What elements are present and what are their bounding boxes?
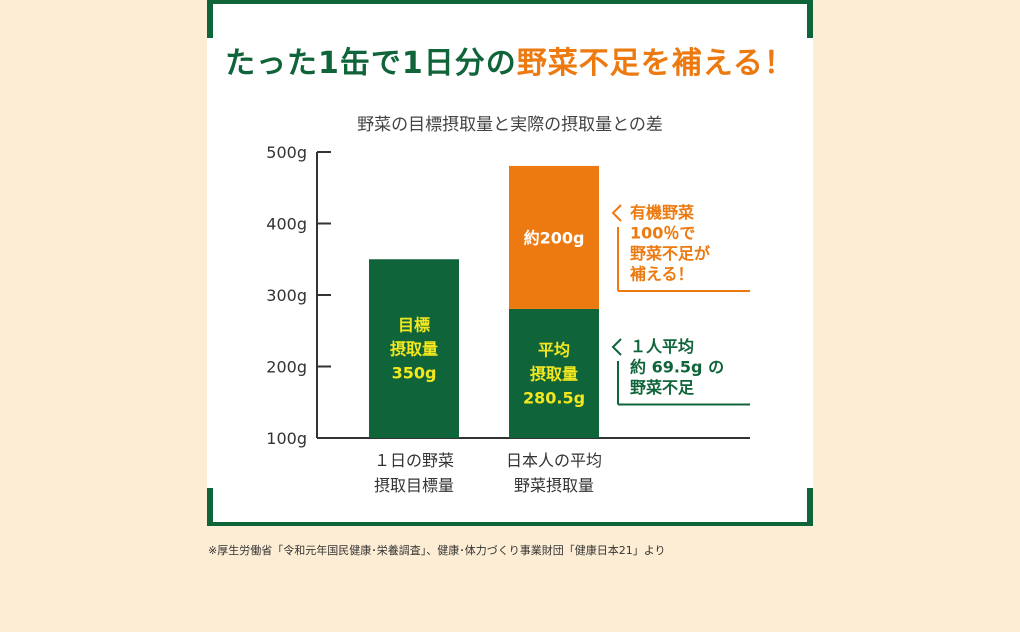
bar-1-label-1: 目標 xyxy=(398,316,430,335)
bar-chart: 100g200g300g400g500g目標摂取量350g平均摂取量280.5g… xyxy=(266,143,750,495)
bar-3 xyxy=(509,165,599,309)
annotation-1-line-3: 野菜不足が xyxy=(630,244,710,263)
bar-2-label-1: 平均 xyxy=(538,340,570,359)
headline: たった1缶で1日分の野菜不足を補える！ xyxy=(207,38,813,82)
bar-2 xyxy=(509,308,599,438)
bar-2-label-2: 摂取量 xyxy=(530,364,578,383)
headline-part1: たった1缶で1日分の xyxy=(225,46,517,81)
bar-2-label-3: 280.5g xyxy=(523,388,585,407)
annotation-1-chevron xyxy=(611,204,622,222)
frame-corner-tr-v xyxy=(807,0,813,38)
bar-3-label-1: 約200g xyxy=(524,228,585,247)
headline-part2: 野菜不足を補える！ xyxy=(516,46,795,81)
frame-corner-bl xyxy=(207,488,213,526)
annotation-1-line-1: 有機野菜 xyxy=(630,203,694,222)
y-tick-label-300: 300g xyxy=(266,286,307,305)
y-tick-label-400: 400g xyxy=(266,215,307,234)
y-tick-label-100: 100g xyxy=(266,429,307,448)
frame-corner-bl-h xyxy=(207,522,247,526)
frame-top-bar xyxy=(247,0,773,4)
annotation-2-line-1: １人平均 xyxy=(630,337,694,356)
frame-corner-tl xyxy=(207,0,247,4)
bar-1 xyxy=(369,259,459,438)
chart-title: 野菜の目標摂取量と実際の摂取量との差 xyxy=(357,115,663,135)
footnote: ※厚生労働省「令和元年国民健康･栄養調査」、健康･体力づくり事業財団「健康日本2… xyxy=(208,544,666,557)
category-label-2-1: 日本人の平均 xyxy=(506,451,602,470)
frame-corner-tl-v xyxy=(207,0,213,38)
frame-bottom-bar xyxy=(247,522,773,526)
category-label-2-2: 野菜摂取量 xyxy=(514,476,594,495)
category-label-1-2: 摂取目標量 xyxy=(374,476,454,495)
chart-card: たった1缶で1日分の野菜不足を補える！ 野菜の目標摂取量と実際の摂取量との差 1… xyxy=(207,0,813,526)
bar-1-label-3: 350g xyxy=(392,364,437,383)
frame-corner-tr xyxy=(773,0,813,4)
category-label-1-1: １日の野菜 xyxy=(374,451,454,470)
annotation-1-line-2: 100％で xyxy=(630,224,695,243)
annotation-2-chevron xyxy=(611,338,622,356)
annotation-2-line-2: 約 69.5g の xyxy=(630,358,724,377)
frame-corner-br xyxy=(807,488,813,526)
y-tick-label-500: 500g xyxy=(266,143,307,162)
annotation-1-line-4: 補える！ xyxy=(629,265,694,284)
frame-corner-br-h xyxy=(773,522,813,526)
annotation-2-line-3: 野菜不足 xyxy=(630,378,695,397)
y-tick-label-200: 200g xyxy=(266,358,307,377)
bar-1-label-2: 摂取量 xyxy=(390,340,438,359)
